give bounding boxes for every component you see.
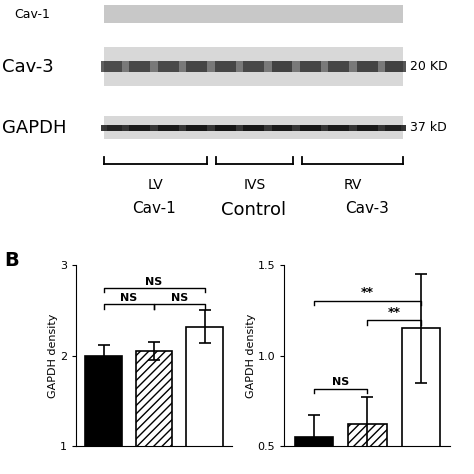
Bar	[85, 356, 122, 474]
Text: NS: NS	[332, 377, 349, 387]
Text: NS: NS	[171, 293, 188, 303]
Title: Cav-3: Cav-3	[346, 201, 389, 216]
Bar	[186, 62, 207, 72]
Text: NS: NS	[120, 293, 137, 303]
Bar	[272, 125, 292, 131]
Bar	[104, 47, 403, 86]
Bar	[348, 424, 387, 474]
Text: GAPDH: GAPDH	[2, 119, 67, 137]
Text: Control: Control	[221, 201, 286, 219]
Bar	[300, 62, 321, 72]
Bar	[243, 62, 264, 72]
Bar	[401, 328, 440, 474]
Bar	[104, 117, 403, 139]
Bar	[357, 125, 378, 131]
Bar	[243, 125, 264, 131]
Bar	[272, 62, 292, 72]
Title: Cav-1: Cav-1	[132, 201, 176, 216]
Bar	[136, 351, 172, 474]
Text: Cav-3: Cav-3	[2, 57, 54, 75]
Text: 20 KD: 20 KD	[410, 60, 447, 73]
Bar	[385, 125, 406, 131]
Text: **: **	[361, 286, 374, 299]
Bar	[186, 327, 223, 474]
Bar	[300, 125, 321, 131]
Bar	[215, 125, 236, 131]
Bar	[328, 62, 349, 72]
Bar	[328, 125, 349, 131]
Bar	[186, 125, 207, 131]
Text: 37 kD: 37 kD	[410, 121, 447, 135]
Bar	[104, 61, 403, 72]
Text: B: B	[5, 251, 19, 270]
Bar	[129, 125, 150, 131]
Text: LV: LV	[148, 178, 164, 192]
Text: Cav-1: Cav-1	[14, 8, 50, 20]
Bar	[158, 125, 179, 131]
Bar	[107, 125, 401, 131]
Text: RV: RV	[343, 178, 362, 192]
Bar	[104, 5, 403, 23]
Bar	[101, 125, 122, 131]
Text: IVS: IVS	[244, 178, 266, 192]
Text: NS: NS	[146, 277, 163, 287]
Bar	[215, 62, 236, 72]
Bar	[294, 437, 333, 474]
Bar	[385, 62, 406, 72]
Text: **: **	[388, 306, 401, 319]
Y-axis label: GAPDH density: GAPDH density	[246, 313, 256, 398]
Bar	[129, 62, 150, 72]
Bar	[158, 62, 179, 72]
Bar	[101, 62, 122, 72]
Bar	[357, 62, 378, 72]
Y-axis label: GAPDH density: GAPDH density	[48, 313, 58, 398]
